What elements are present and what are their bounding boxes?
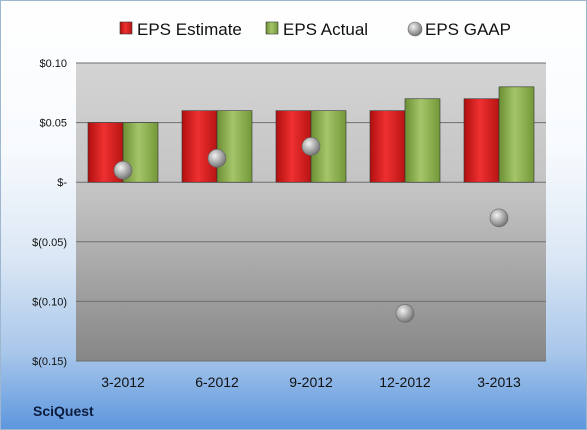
y-tick-label: $(0.05) — [32, 237, 67, 249]
bar-eps-actual — [404, 98, 441, 183]
legend-label: EPS Estimate — [137, 20, 242, 39]
bars — [87, 86, 535, 183]
legend-label: EPS GAAP — [425, 20, 511, 39]
bar-eps-actual — [498, 86, 535, 183]
y-tick-label: $0.10 — [39, 58, 67, 70]
point-eps-gaap — [489, 208, 509, 228]
x-tick-label: 6-2012 — [195, 374, 239, 390]
gaap-points — [113, 137, 509, 323]
bar-eps-estimate — [181, 110, 218, 183]
point-eps-gaap — [395, 304, 415, 323]
y-tick-label: $0.05 — [39, 118, 67, 130]
company-watermark: SciQuest — [33, 403, 94, 419]
x-tick-label: 12-2012 — [379, 374, 431, 390]
bar-eps-estimate — [463, 98, 500, 183]
legend-swatch — [119, 21, 133, 35]
y-tick-label: $(0.10) — [32, 296, 67, 308]
x-tick-label: 3-2013 — [477, 374, 521, 390]
point-eps-gaap — [301, 137, 321, 156]
legend: EPS Estimate EPS Actual EPS GAAP — [119, 20, 511, 39]
x-axis-ticks: 3-2012 6-2012 9-2012 12-2012 3-2013 — [101, 374, 521, 390]
bar-eps-actual — [216, 110, 253, 183]
point-eps-gaap — [113, 160, 133, 180]
x-tick-label: 9-2012 — [289, 374, 333, 390]
bar-eps-estimate — [369, 110, 406, 183]
legend-label: EPS Actual — [283, 20, 368, 39]
legend-swatch — [265, 21, 279, 35]
legend-swatch — [407, 21, 423, 37]
y-axis-ticks: $0.10 $0.05 $- $(0.05) $(0.10) $(0.15) — [32, 58, 67, 368]
x-tick-label: 3-2012 — [101, 374, 145, 390]
y-tick-label: $- — [57, 177, 67, 189]
y-tick-label: $(0.15) — [32, 356, 67, 368]
point-eps-gaap — [207, 149, 227, 168]
